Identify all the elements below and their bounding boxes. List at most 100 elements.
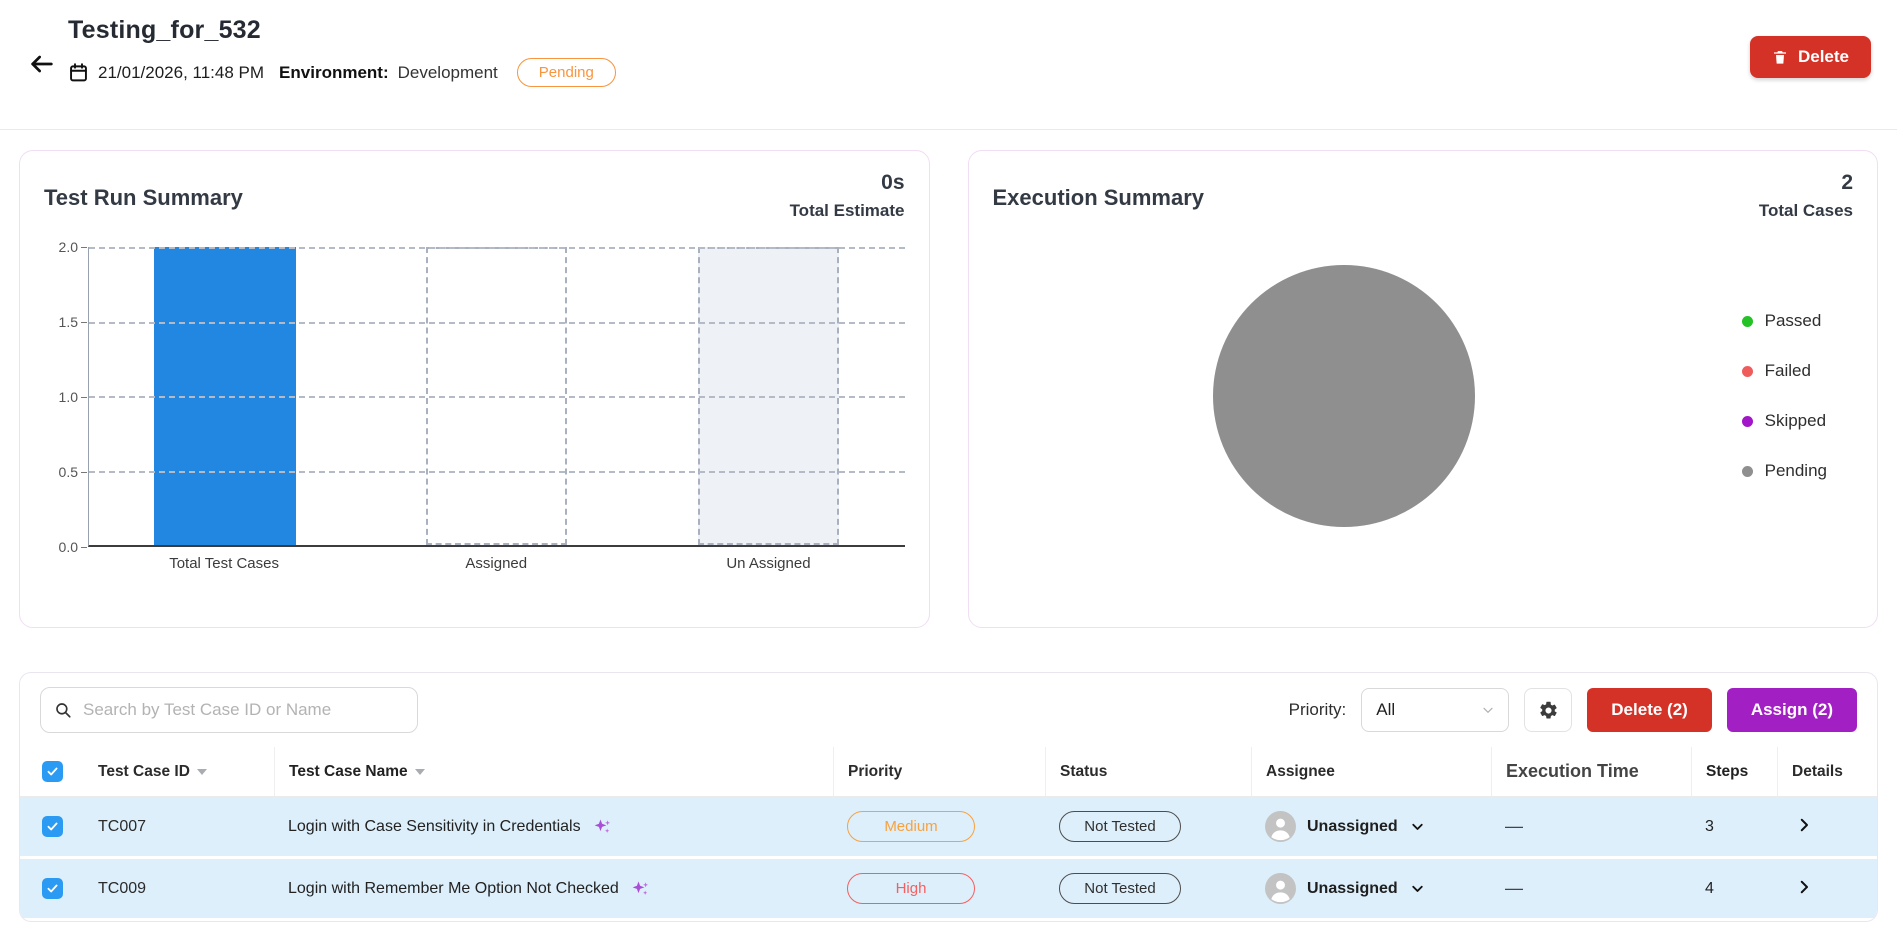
status-pill: Not Tested [1059, 873, 1181, 904]
bar-chart-plot [88, 247, 905, 547]
chevron-right-icon [1800, 818, 1808, 832]
chevron-down-icon [1412, 823, 1423, 830]
delete-selected-button[interactable]: Delete (2) [1587, 688, 1712, 732]
legend-item-passed: Passed [1741, 311, 1827, 331]
execution-summary-card: Execution Summary 2 Total Cases Passed F… [967, 150, 1878, 628]
chevron-down-icon [1483, 707, 1493, 714]
header-assignee: Assignee [1251, 747, 1491, 796]
x-label-total: Total Test Cases [169, 555, 279, 572]
header-execution-time: Execution Time [1491, 747, 1691, 796]
bar-chart-x-labels: Total Test Cases Assigned Un Assigned [88, 555, 905, 572]
y-tick: 0.0 [58, 539, 88, 555]
execution-time: — [1505, 878, 1523, 898]
calendar-icon [70, 63, 87, 82]
summary-cards: Test Run Summary 0s Total Estimate 2.0 1… [0, 130, 1897, 628]
priority-badge: High [847, 873, 975, 904]
gridline [89, 396, 905, 398]
priority-badge: Medium [847, 811, 975, 842]
legend-item-pending: Pending [1741, 461, 1827, 481]
table-header-row: Test Case ID Test Case Name Priority Sta… [20, 747, 1877, 797]
table-row[interactable]: TC009 Login with Remember Me Option Not … [20, 859, 1877, 921]
test-run-summary-card: Test Run Summary 0s Total Estimate 2.0 1… [19, 150, 930, 628]
delete-run-button[interactable]: Delete [1749, 36, 1871, 78]
header-test-case-id[interactable]: Test Case ID [84, 747, 274, 796]
priority-filter-label: Priority: [1288, 700, 1347, 719]
chevron-down-icon [1412, 885, 1423, 892]
header-test-case-name[interactable]: Test Case Name [274, 747, 833, 796]
header-details: Details [1777, 747, 1877, 796]
test-case-id: TC007 [98, 817, 147, 835]
title-block: Testing_for_532 21/01/2026, 11:48 PM Env… [68, 16, 616, 87]
test-case-name: Login with Case Sensitivity in Credentia… [288, 817, 581, 835]
status-pill: Not Tested [1059, 811, 1181, 842]
y-tick: 1.5 [58, 314, 88, 330]
legend-label: Pending [1764, 461, 1827, 480]
legend-label: Skipped [1764, 411, 1827, 430]
y-tick: 2.0 [58, 239, 88, 255]
assignee-name: Unassigned [1307, 817, 1398, 835]
assignee-dropdown[interactable]: Unassigned [1251, 811, 1491, 842]
check-icon [47, 822, 57, 831]
table-toolbar: Priority: All Delete (2) Assign (2) [20, 673, 1877, 747]
header-priority: Priority [833, 747, 1045, 796]
chevron-right-icon [1800, 880, 1808, 894]
execution-pie-area: Passed Failed Skipped Pending [993, 229, 1854, 599]
steps-count: 4 [1705, 879, 1714, 897]
pending-dot-icon [1741, 465, 1753, 477]
total-cases-label: Total Cases [1758, 201, 1853, 220]
check-icon [47, 884, 57, 893]
priority-filter-select[interactable]: All [1361, 688, 1510, 732]
legend-label: Failed [1764, 361, 1811, 380]
search-icon [56, 703, 71, 718]
environment-value: Development [397, 62, 498, 82]
arrow-left-icon [31, 55, 53, 73]
y-tick: 1.0 [58, 389, 88, 405]
sort-caret-icon [414, 768, 425, 775]
gear-icon [1540, 701, 1557, 719]
assign-selected-button[interactable]: Assign (2) [1726, 688, 1857, 732]
pie-legend: Passed Failed Skipped Pending [1741, 311, 1827, 481]
sort-caret-icon [196, 768, 207, 775]
legend-item-failed: Failed [1741, 361, 1827, 381]
test-cases-panel: Priority: All Delete (2) Assign (2) Test… [19, 672, 1878, 922]
toolbar-right: Priority: All Delete (2) Assign (2) [1289, 688, 1857, 732]
page-header: Testing_for_532 21/01/2026, 11:48 PM Env… [0, 0, 1897, 130]
settings-button[interactable] [1524, 688, 1573, 732]
legend-label: Passed [1764, 311, 1822, 330]
skipped-dot-icon [1741, 415, 1753, 427]
total-estimate-label: Total Estimate [789, 201, 905, 220]
run-datetime: 21/01/2026, 11:48 PM [98, 62, 265, 82]
execution-summary-title: Execution Summary [992, 185, 1205, 210]
legend-item-skipped: Skipped [1741, 411, 1827, 431]
search-input[interactable] [40, 687, 418, 733]
ai-sparkle-icon [594, 819, 610, 833]
page-title: Testing_for_532 [68, 16, 261, 44]
passed-dot-icon [1741, 315, 1753, 327]
avatar-icon [1265, 873, 1296, 904]
test-case-name: Login with Remember Me Option Not Checke… [288, 879, 619, 897]
execution-pie-chart [1212, 265, 1475, 527]
avatar-icon [1265, 811, 1296, 842]
details-button[interactable] [1791, 874, 1817, 903]
steps-count: 3 [1705, 817, 1714, 835]
back-button[interactable] [28, 50, 56, 81]
gridline [89, 247, 905, 249]
x-label-assigned: Assigned [465, 555, 528, 572]
test-run-summary-title: Test Run Summary [44, 185, 243, 210]
header-steps: Steps [1691, 747, 1777, 796]
test-case-id: TC009 [98, 879, 147, 897]
failed-dot-icon [1741, 365, 1753, 377]
delete-run-label: Delete [1797, 47, 1849, 66]
gridline [89, 470, 905, 473]
bar-chart-y-axis: 2.0 1.5 1.0 0.5 0.0 [44, 239, 88, 555]
search-box [40, 687, 418, 733]
details-button[interactable] [1791, 812, 1817, 841]
row-checkbox[interactable] [41, 878, 63, 899]
select-all-checkbox[interactable] [41, 761, 63, 782]
total-estimate-value: 0s [881, 171, 905, 194]
test-run-bar-chart: 2.0 1.5 1.0 0.5 0.0 [44, 239, 905, 555]
row-checkbox[interactable] [41, 816, 63, 837]
table-row[interactable]: TC007 Login with Case Sensitivity in Cre… [20, 797, 1877, 859]
test-run-detail-page: Testing_for_532 21/01/2026, 11:48 PM Env… [0, 0, 1897, 922]
assignee-dropdown[interactable]: Unassigned [1251, 873, 1491, 904]
